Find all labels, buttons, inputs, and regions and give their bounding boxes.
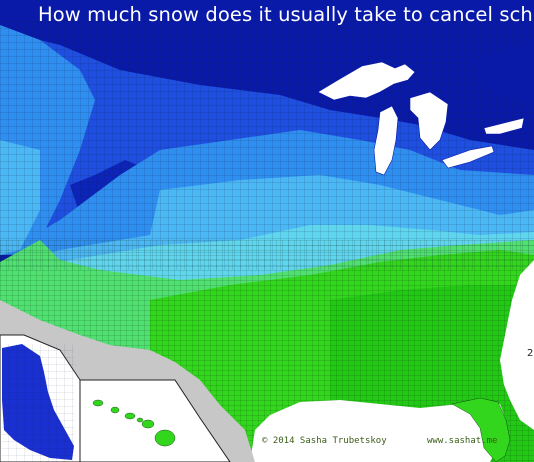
county-borders-north (0, 20, 534, 270)
credit-author: © 2014 Sasha Trubetskoy (262, 436, 387, 446)
edge-number-label: 2 (527, 348, 534, 359)
hawaii-inset-frame (79, 379, 231, 462)
lake-michigan (373, 105, 399, 176)
credit-website: www.sashat.me (427, 436, 498, 446)
florida (451, 397, 511, 462)
gulf-water (250, 398, 506, 462)
canada-region (470, 40, 534, 110)
alaska-county-grid (2, 344, 74, 462)
atlantic-water (500, 260, 534, 430)
lake-huron (409, 91, 449, 151)
lake-superior (317, 61, 416, 101)
page-title: How much snow does it usually take to ca… (38, 3, 534, 26)
lake-ontario (483, 117, 525, 135)
lake-erie (441, 145, 495, 169)
hawaii-islands (92, 399, 176, 447)
